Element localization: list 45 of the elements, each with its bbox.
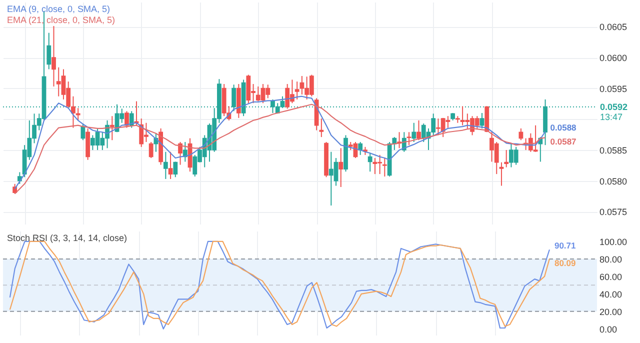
y-tick-label: 60.00 — [600, 272, 622, 282]
y-tick-label: 40.00 — [600, 289, 622, 300]
y-tick-label: 80.00 — [600, 254, 622, 264]
y-tick-label: 100.00 — [600, 236, 628, 247]
candlestick — [480, 112, 484, 129]
candlestick — [518, 128, 524, 141]
candlestick — [148, 141, 154, 159]
text: EMA (9, close, 0, SMA, 5) — [7, 4, 110, 14]
candlestick — [406, 132, 412, 146]
candlestick — [499, 162, 504, 186]
candlestick — [412, 122, 416, 142]
candlestick — [110, 116, 114, 141]
candlestick — [80, 122, 86, 141]
candlestick — [416, 120, 421, 141]
y-tick-label: 0.00 — [600, 324, 618, 334]
candlestick — [382, 158, 387, 178]
candlestick — [124, 110, 129, 128]
candlestick — [163, 151, 168, 180]
y-tick-label: 0.0585 — [600, 146, 628, 156]
candlestick — [294, 81, 300, 100]
candlestick — [52, 26, 56, 87]
data-label: 0.0588 — [550, 122, 577, 132]
chart-title: Stoch RSI (3, 3, 14, 14, close) — [7, 233, 128, 243]
candlestick — [358, 141, 363, 156]
candlestick — [338, 148, 344, 188]
candlestick — [173, 161, 178, 178]
y-tick-label: 0.0580 — [600, 176, 628, 186]
data-label: 90.71 — [554, 240, 576, 251]
y-tick-label: 0.0605 — [600, 22, 628, 32]
data-label: 80.09 — [554, 258, 576, 268]
y-tick-label: 0.0575 — [600, 207, 628, 218]
y-tick-label: 20.00 — [600, 306, 622, 317]
candlestick — [504, 150, 509, 168]
candlestick — [319, 118, 324, 138]
y-tick-label: 0.0595 — [600, 84, 628, 94]
candlestick — [178, 141, 182, 166]
data-label: 0.0587 — [550, 136, 577, 147]
text: 13:47 — [600, 112, 623, 122]
candlestick — [129, 110, 134, 128]
text: EMA (21, close, 0, SMA, 5) — [7, 15, 116, 25]
y-tick-label: 0.0600 — [600, 53, 628, 63]
candlestick — [368, 152, 372, 172]
candlestick — [168, 151, 173, 180]
candlestick — [46, 32, 52, 70]
ref-line-label: 0.0592 — [600, 102, 628, 112]
